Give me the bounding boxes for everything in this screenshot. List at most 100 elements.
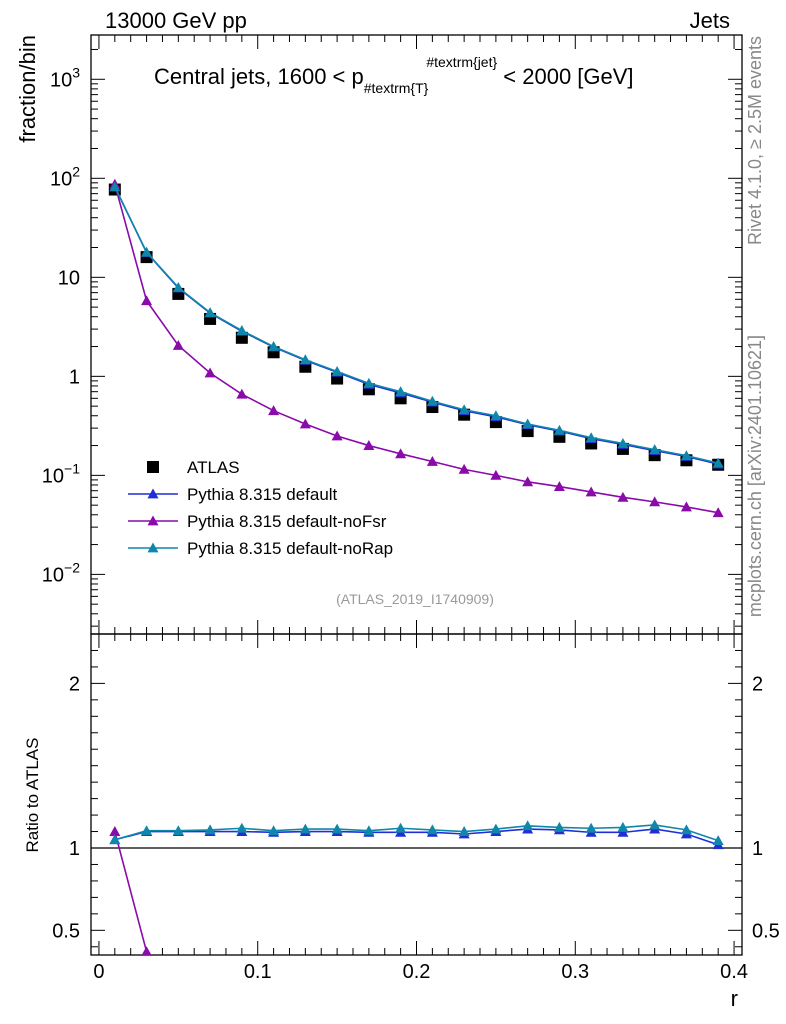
ratio-series-marker [172,825,184,836]
ratio-series-2 [109,819,724,845]
ratio-series-marker [458,826,470,836]
ratio-y-tick-label-left: 1 [69,838,80,860]
main-y-tick-label: 10−1 [42,460,80,487]
series-1 [109,181,724,469]
series-marker [204,367,216,378]
series-marker [585,432,597,443]
main-y-tick-label: 102 [50,163,80,190]
energy-label: 13000 GeV pp [105,8,247,33]
series-marker [299,354,311,365]
series-marker [617,437,629,448]
ratio-y-tick-label-right: 1 [752,838,763,860]
ratio-series-marker [141,946,152,955]
tick-base: 10 [58,267,80,289]
ratio-panel: 0.5 0.5 1 1 2 2 0 0.1 0.2 0.3 0.4 r Ratio to ATLAS [23,633,780,1011]
ratio-series-marker [109,834,121,845]
series-marker [617,491,629,502]
x-tick-label: 0.1 [244,961,272,983]
series-line [114,186,719,465]
ratio-series-marker [363,825,375,836]
series-marker [172,339,184,350]
series-2 [109,178,724,518]
series-marker [490,469,502,480]
series-marker [331,430,343,441]
series-3 [109,181,724,468]
series-marker [236,325,248,335]
ratio-y-tick-label-left: 0.5 [52,920,80,942]
series-marker [268,341,280,351]
series-marker [522,418,534,429]
process-label: Jets [690,8,730,33]
ratio-series-1 [109,826,152,955]
ratio-series-marker [299,823,311,834]
series-marker [585,486,597,497]
ratio-series-marker [236,822,248,833]
ratio-series-marker [649,819,661,830]
series-marker [649,444,661,455]
legend-label: Pythia 8.315 default-noRap [187,539,393,558]
tick-base: 10 [42,465,64,487]
tick-exponent: 2 [72,163,80,179]
ratio-series-marker [522,820,534,831]
ratio-y-tick-label-right: 0.5 [752,920,780,942]
tick-base: 10 [50,69,72,91]
series-line [114,186,719,464]
x-tick-label: 0 [93,961,104,983]
ratio-series-marker [395,822,407,833]
series-marker [680,450,692,461]
ratio-series-marker [712,835,724,845]
series-marker [649,496,661,507]
series-marker [522,476,534,487]
ratio-series-marker [617,821,629,832]
legend-marker-atlas [147,461,159,473]
legend-label: ATLAS [187,458,240,477]
tick-base: 10 [42,564,64,586]
series-marker [363,440,375,450]
ratio-series-marker [585,822,597,833]
series-marker [299,418,311,429]
main-y-tick-label: 1 [69,366,80,388]
tick-exponent: −2 [64,559,80,575]
series-marker [680,501,692,512]
series-marker [172,281,184,292]
main-y-tick-label: 10−2 [42,559,80,586]
series-marker [490,410,502,421]
title-tail: < 2000 [GeV] [497,64,633,89]
title-superscript: #textrm{jet} [426,54,497,70]
tick-base: 1 [69,366,80,388]
source-label: mcplots.cern.ch [arXiv:2401.10621] [745,335,765,617]
legend-marker [147,515,159,526]
ratio-series-line [114,831,148,952]
main-y-tick-label: 103 [50,64,80,91]
ratio-series-marker [553,821,565,832]
series-marker [426,456,438,466]
series-marker [331,365,343,376]
series-0 [108,183,725,471]
ratio-series-line [114,828,719,846]
series-marker [395,448,407,459]
legend-label: Pythia 8.315 default [187,485,338,504]
series-marker [426,395,438,406]
series-marker [363,377,375,388]
x-tick-label: 0.4 [720,961,748,983]
series-marker [141,246,153,257]
legend-marker [147,542,159,553]
series-marker [553,424,565,435]
ratio-y-axis-label: Ratio to ATLAS [23,738,42,853]
ratio-series-marker [490,823,502,834]
tick-base: 10 [50,168,72,190]
ratio-series-marker [331,823,343,834]
series-marker [204,307,216,318]
series-marker [553,481,565,492]
x-tick-label: 0.2 [403,961,431,983]
plot-title: Central jets, 1600 < p#textrm{T} #textrm{… [154,54,634,96]
ratio-series-line [114,824,719,842]
series-marker [712,457,724,468]
rivet-version-label: Rivet 4.1.0, ≥ 2.5M events [745,36,765,245]
legend-label: Pythia 8.315 default-noFsr [187,512,387,531]
series-marker [458,463,470,474]
series-marker [458,404,470,415]
analysis-watermark: (ATLAS_2019_I1740909) [336,591,494,607]
series-marker [236,388,248,399]
series-marker [395,386,407,397]
